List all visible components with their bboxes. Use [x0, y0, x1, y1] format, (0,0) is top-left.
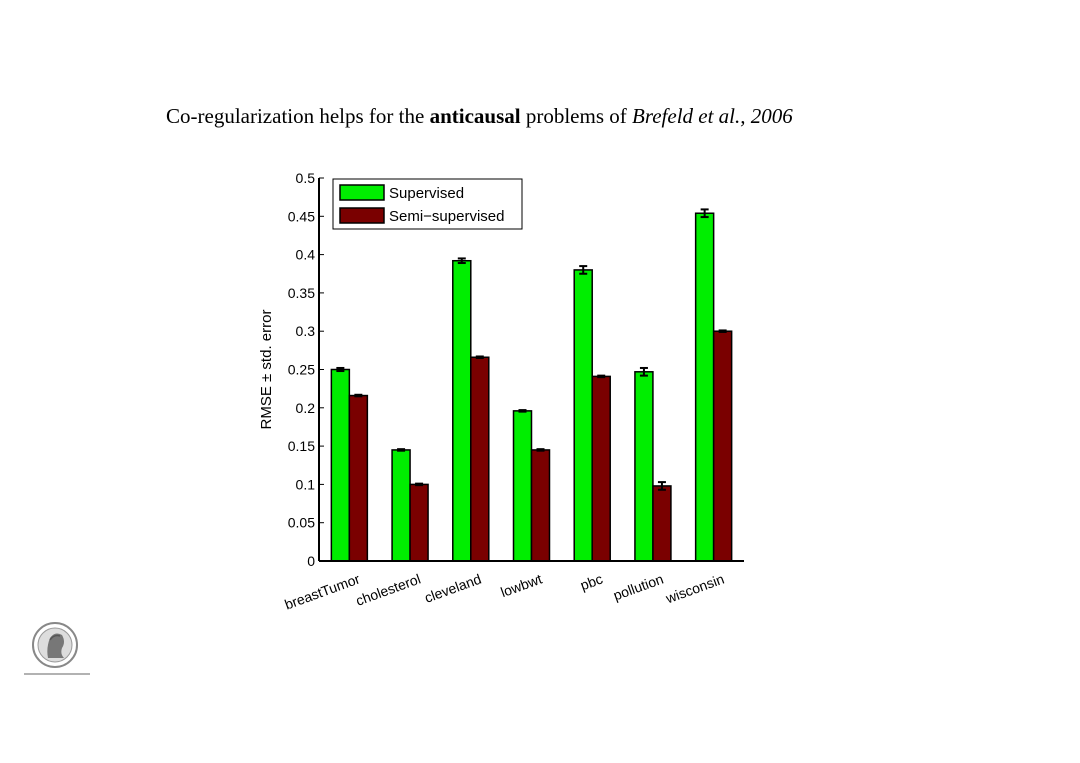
- y-tick-label: 0.5: [296, 170, 316, 186]
- bar-pollution-semi-supervised: [652, 485, 672, 562]
- heading-citation: Brefeld et al., 2006: [632, 104, 793, 128]
- slide-heading: Co-regularization helps for the anticaus…: [166, 104, 793, 129]
- bar-wisconsin-semi-supervised: [712, 330, 733, 562]
- x-tick-label: lowbwt: [498, 571, 544, 601]
- legend-label: Supervised: [389, 185, 464, 202]
- x-tick-label: breastTumor: [282, 570, 362, 612]
- y-tick-label: 0.45: [288, 208, 315, 224]
- x-tick-label: pollution: [611, 571, 665, 604]
- institution-seal-logo: [24, 622, 90, 675]
- bar-cholesterol-supervised: [391, 449, 411, 562]
- heading-text-2: problems of: [520, 104, 632, 128]
- bar-cholesterol-semi-supervised: [409, 483, 429, 562]
- heading-text: Co-regularization helps for the: [166, 104, 430, 128]
- bar-pollution-supervised: [634, 371, 654, 562]
- y-tick-label: 0.3: [296, 323, 316, 339]
- y-tick-label: 0.2: [296, 400, 316, 416]
- y-tick-label: 0.1: [296, 476, 316, 492]
- bar-breastTumor-semi-supervised: [348, 394, 369, 562]
- y-tick-label: 0.15: [288, 438, 315, 454]
- bar-breastTumor-supervised: [330, 368, 351, 562]
- y-axis-label: RMSE ± std. error: [258, 310, 275, 430]
- bar-pbc-semi-supervised: [591, 375, 611, 562]
- heading-bold: anticausal: [429, 104, 521, 128]
- legend-swatch: [339, 184, 385, 201]
- bar-pbc-supervised: [573, 269, 593, 562]
- x-tick-label: cleveland: [422, 571, 483, 606]
- x-tick-label: wisconsin: [663, 571, 726, 607]
- legend-swatch: [339, 207, 385, 224]
- y-tick-label: 0.25: [288, 362, 315, 378]
- bar-cleveland-semi-supervised: [470, 356, 490, 562]
- y-tick-label: 0.4: [296, 247, 316, 263]
- y-tick-label: 0.05: [288, 515, 315, 531]
- bar-wisconsin-supervised: [694, 212, 715, 562]
- x-tick-label: cholesterol: [354, 571, 423, 609]
- bar-cleveland-supervised: [452, 259, 472, 562]
- x-tick-label: pbc: [578, 571, 605, 594]
- legend-label: Semi−supervised: [389, 208, 504, 225]
- y-tick-label: 0: [307, 553, 315, 569]
- bar-lowbwt-supervised: [512, 410, 533, 562]
- bar-lowbwt-semi-supervised: [530, 449, 551, 562]
- y-tick-label: 0.35: [288, 285, 315, 301]
